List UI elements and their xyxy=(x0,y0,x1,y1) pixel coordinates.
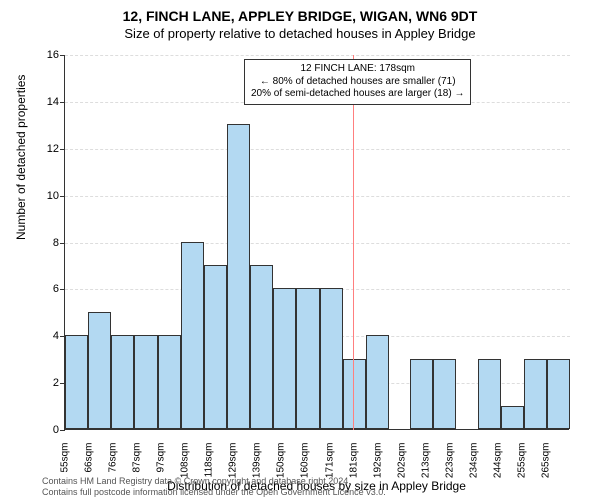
histogram-bar xyxy=(88,312,111,429)
y-tick-label: 2 xyxy=(29,377,59,389)
histogram-bar xyxy=(273,288,296,429)
histogram-bar xyxy=(524,359,547,429)
y-tick-label: 12 xyxy=(29,143,59,155)
histogram-bar xyxy=(320,288,343,429)
histogram-bar xyxy=(111,335,134,429)
chart-subtitle: Size of property relative to detached ho… xyxy=(0,26,600,41)
chart-area: 55sqm66sqm76sqm87sqm97sqm108sqm118sqm129… xyxy=(64,55,569,430)
chart-title: 12, FINCH LANE, APPLEY BRIDGE, WIGAN, WN… xyxy=(0,8,600,24)
histogram-bar xyxy=(250,265,273,429)
y-tick-label: 10 xyxy=(29,190,59,202)
plot-region: 55sqm66sqm76sqm87sqm97sqm108sqm118sqm129… xyxy=(64,55,569,430)
subject-marker-line xyxy=(353,55,354,430)
histogram-bar xyxy=(204,265,227,429)
y-tick-label: 14 xyxy=(29,96,59,108)
info-line-2: ← 80% of detached houses are smaller (71… xyxy=(251,76,464,89)
histogram-bar xyxy=(478,359,501,429)
histogram-bar xyxy=(296,288,319,429)
histogram-bar xyxy=(547,359,570,429)
info-line-1: 12 FINCH LANE: 178sqm xyxy=(251,63,464,76)
bars-container xyxy=(65,54,570,429)
y-tick-label: 6 xyxy=(29,283,59,295)
histogram-bar xyxy=(181,242,204,430)
y-axis-label: Number of detached properties xyxy=(14,75,28,240)
y-tick-label: 8 xyxy=(29,237,59,249)
histogram-bar xyxy=(227,124,250,429)
histogram-bar xyxy=(65,335,88,429)
histogram-bar xyxy=(366,335,389,429)
histogram-bar xyxy=(433,359,456,429)
y-tick-label: 4 xyxy=(29,330,59,342)
info-callout: 12 FINCH LANE: 178sqm ← 80% of detached … xyxy=(244,59,471,105)
histogram-bar xyxy=(343,359,366,429)
histogram-bar xyxy=(410,359,433,429)
y-tick-label: 16 xyxy=(29,49,59,61)
histogram-bar xyxy=(134,335,157,429)
info-line-3: 20% of semi-detached houses are larger (… xyxy=(251,88,464,101)
histogram-bar xyxy=(158,335,181,429)
y-tick-label: 0 xyxy=(29,424,59,436)
histogram-bar xyxy=(501,406,524,429)
license-text: Contains HM Land Registry data © Crown c… xyxy=(42,476,386,498)
